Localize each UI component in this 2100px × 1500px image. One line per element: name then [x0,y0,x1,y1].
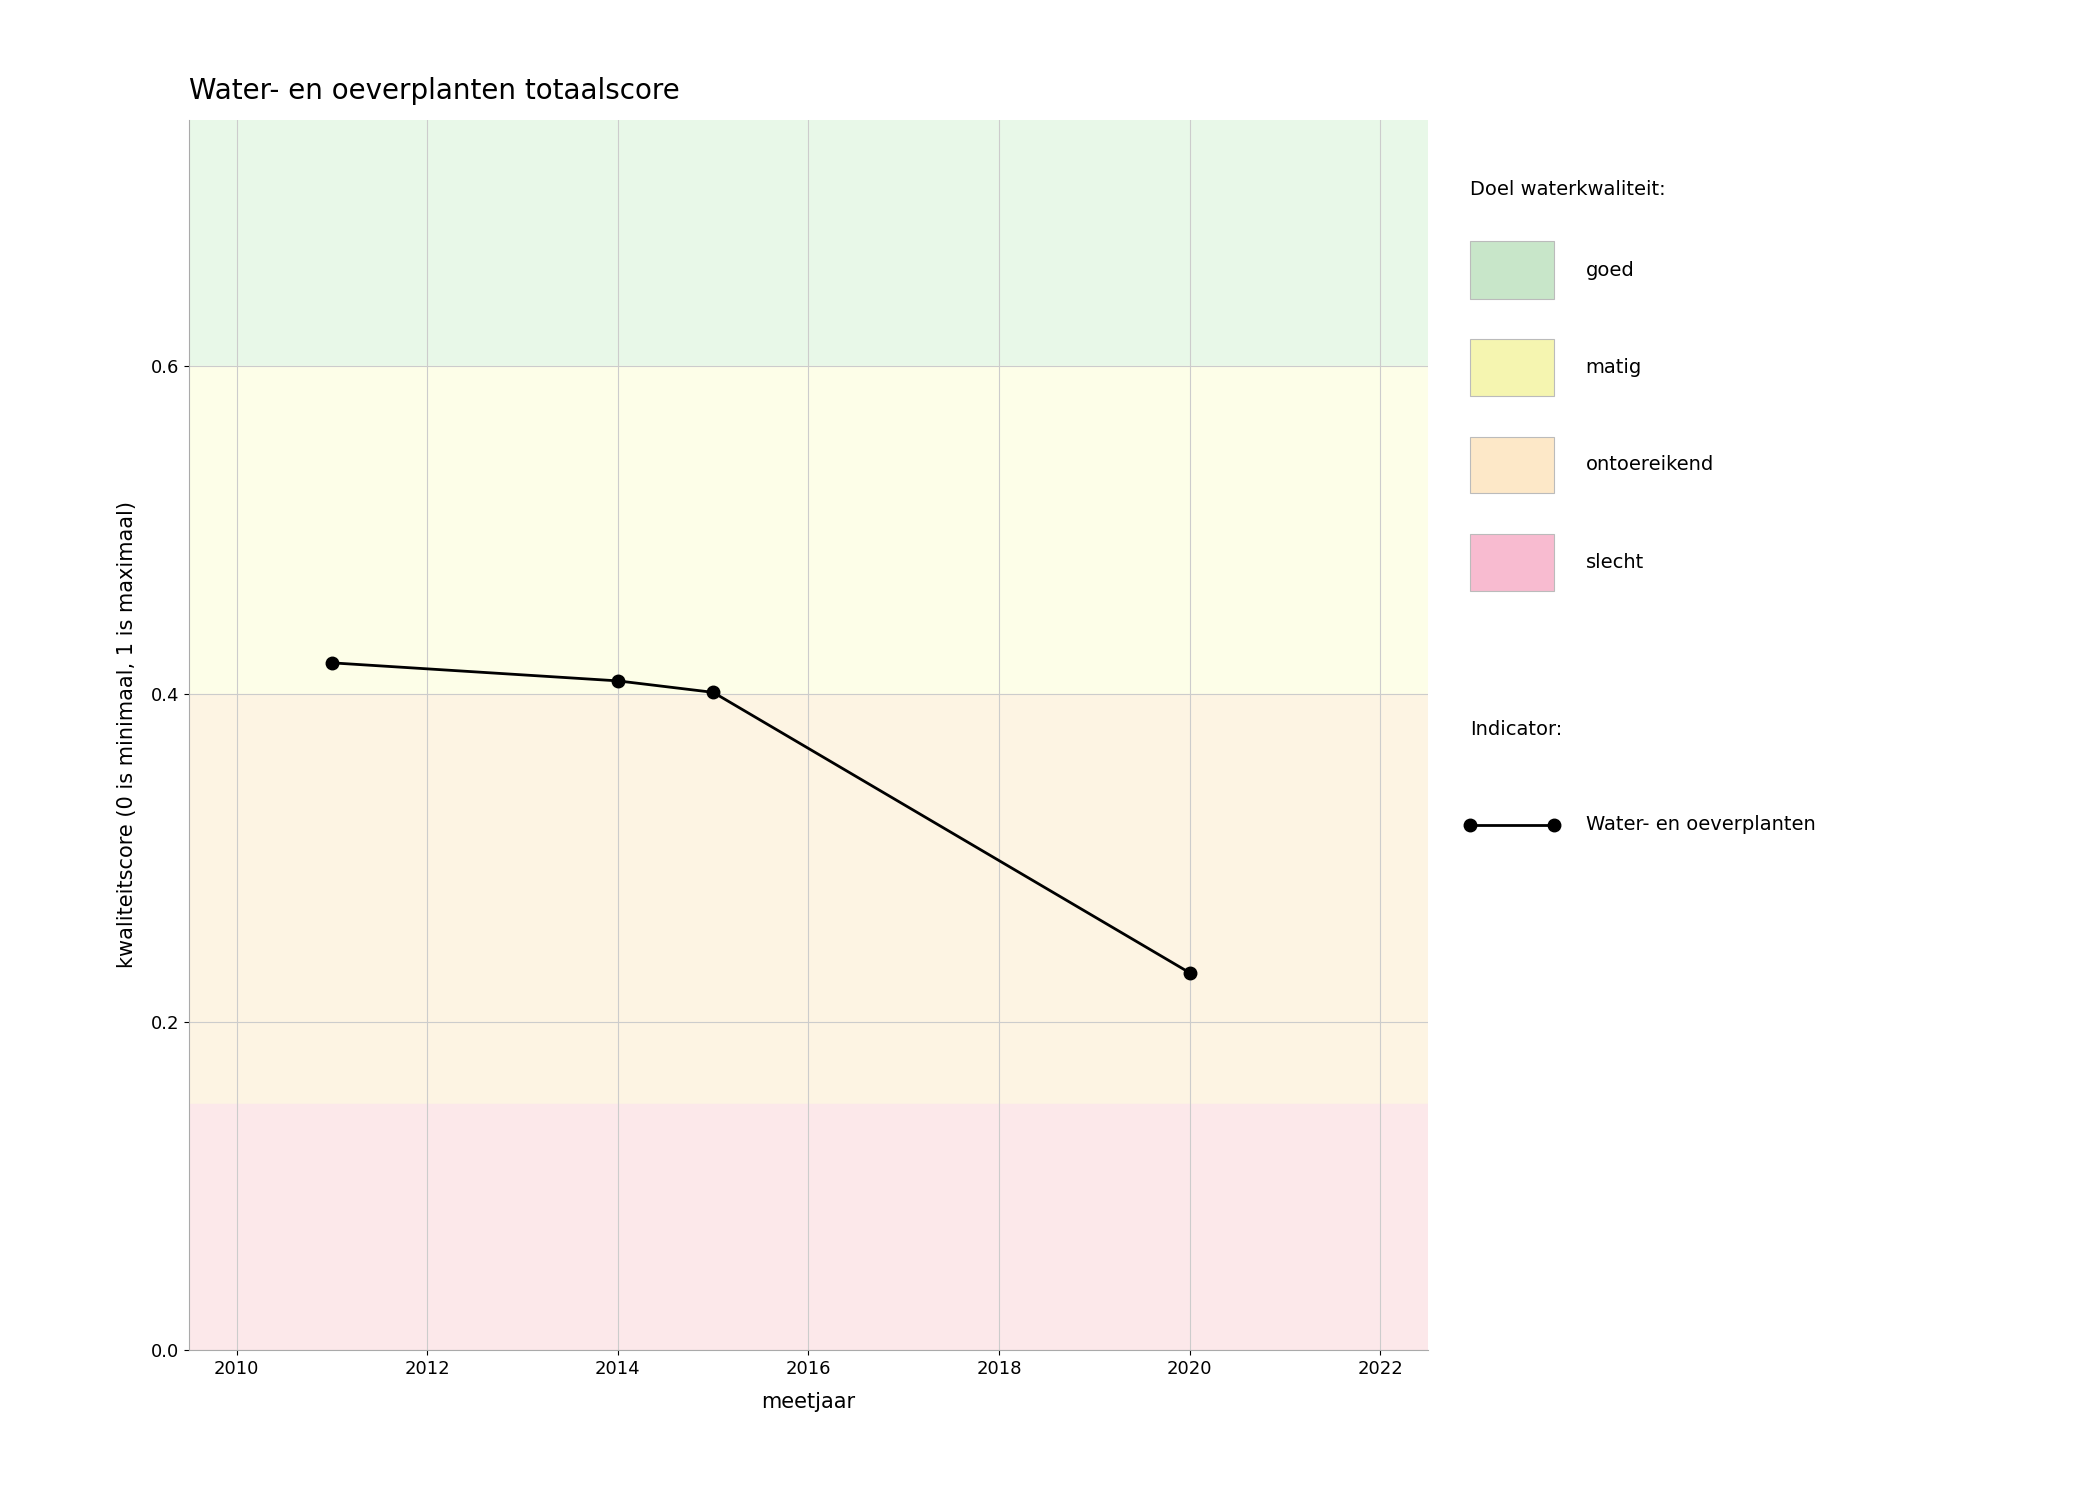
Bar [189,120,1428,366]
Text: slecht: slecht [1586,554,1644,572]
Y-axis label: kwaliteitscore (0 is minimaal, 1 is maximaal): kwaliteitscore (0 is minimaal, 1 is maxi… [118,501,136,969]
Bar [189,694,1428,1104]
Text: goed: goed [1586,261,1634,279]
Bar [189,366,1428,694]
Text: Indicator:: Indicator: [1470,720,1562,740]
Text: Doel waterkwaliteit:: Doel waterkwaliteit: [1470,180,1665,200]
Bar [189,1104,1428,1350]
Text: Water- en oeverplanten totaalscore: Water- en oeverplanten totaalscore [189,76,680,105]
X-axis label: meetjaar: meetjaar [762,1392,855,1411]
Text: ontoereikend: ontoereikend [1586,456,1714,474]
Text: matig: matig [1586,358,1642,376]
Text: Water- en oeverplanten: Water- en oeverplanten [1586,816,1814,834]
